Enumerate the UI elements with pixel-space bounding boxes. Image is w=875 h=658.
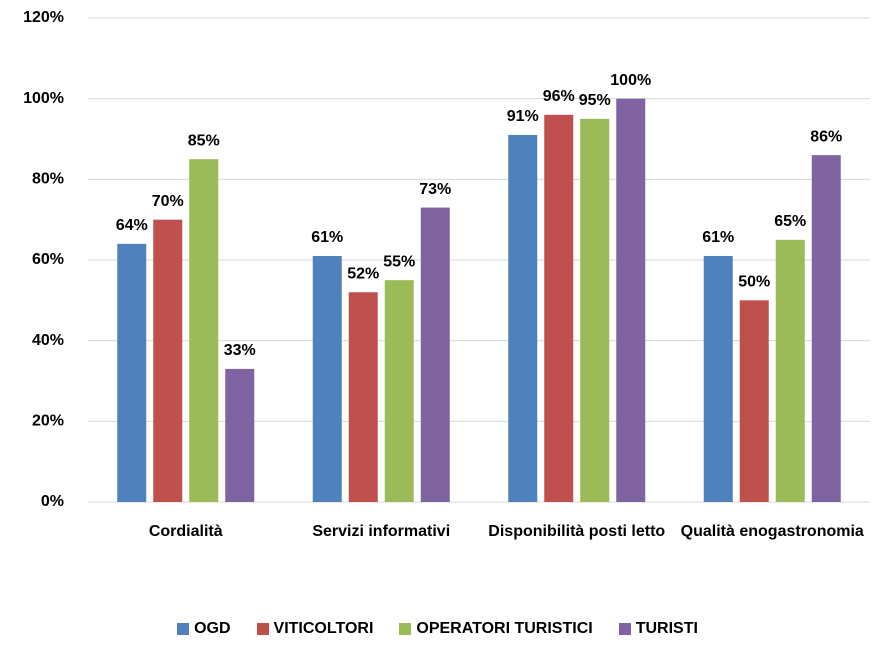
bar bbox=[348, 292, 378, 502]
bar bbox=[117, 243, 147, 502]
bar bbox=[580, 118, 610, 502]
bar bbox=[189, 159, 219, 502]
legend-label: TURISTI bbox=[635, 620, 698, 637]
bar bbox=[703, 255, 733, 502]
bar bbox=[775, 239, 805, 503]
x-tick-label: Servizi informativi bbox=[312, 523, 451, 540]
data-label: 73% bbox=[419, 181, 451, 198]
data-label: 50% bbox=[738, 274, 770, 291]
legend-swatch bbox=[177, 623, 190, 635]
legend: OGD VITICOLTORI OPERATORI TURISTICI TURISTI bbox=[0, 620, 875, 638]
bar bbox=[508, 134, 538, 502]
data-label: 64% bbox=[116, 217, 148, 234]
y-tick-label: 0% bbox=[41, 493, 64, 510]
legend-label: OGD bbox=[194, 620, 231, 637]
bar bbox=[312, 255, 342, 502]
y-tick-label: 80% bbox=[32, 171, 64, 188]
y-tick-label: 100% bbox=[23, 90, 64, 107]
x-tick-label: Cordialità bbox=[148, 523, 223, 540]
data-label: 100% bbox=[610, 72, 651, 89]
y-tick-label: 40% bbox=[32, 332, 64, 349]
legend-item: OPERATORI TURISTICI bbox=[399, 620, 593, 638]
bar bbox=[616, 98, 646, 503]
data-label: 33% bbox=[224, 342, 256, 359]
data-label: 61% bbox=[311, 229, 343, 246]
x-tick-label: Disponibilità posti letto bbox=[488, 523, 666, 540]
data-label: 91% bbox=[507, 108, 539, 125]
data-label: 55% bbox=[383, 253, 415, 270]
bar bbox=[420, 207, 450, 503]
legend-item: OGD bbox=[177, 620, 231, 638]
data-label: 70% bbox=[152, 193, 184, 210]
y-tick-label: 120% bbox=[23, 9, 64, 26]
data-label: 95% bbox=[579, 92, 611, 109]
data-label: 65% bbox=[774, 213, 806, 230]
data-label: 86% bbox=[810, 128, 842, 145]
legend-label: VITICOLTORI bbox=[273, 620, 374, 637]
bar bbox=[384, 280, 414, 502]
bar bbox=[225, 368, 255, 502]
legend-label: OPERATORI TURISTICI bbox=[416, 620, 593, 637]
data-label: 61% bbox=[702, 229, 734, 246]
bar bbox=[739, 300, 769, 502]
y-tick-label: 20% bbox=[32, 413, 64, 430]
legend-item: TURISTI bbox=[618, 620, 698, 638]
legend-item: VITICOLTORI bbox=[256, 620, 374, 638]
legend-swatch bbox=[399, 623, 412, 635]
y-tick-label: 60% bbox=[32, 251, 64, 268]
data-label: 96% bbox=[543, 88, 575, 105]
bar bbox=[544, 114, 574, 503]
data-label: 52% bbox=[347, 265, 379, 282]
bar bbox=[153, 219, 183, 502]
x-tick-label: Qualità enogastronomia bbox=[680, 523, 864, 540]
legend-swatch bbox=[256, 623, 269, 635]
bar bbox=[811, 155, 841, 502]
legend-swatch bbox=[618, 623, 631, 635]
data-label: 85% bbox=[188, 132, 220, 149]
